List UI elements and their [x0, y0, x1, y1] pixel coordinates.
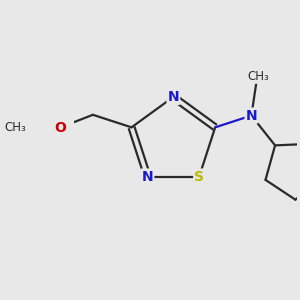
Text: CH₃: CH₃	[5, 121, 26, 134]
Text: O: O	[54, 121, 66, 135]
Text: N: N	[167, 90, 179, 104]
Text: N: N	[246, 109, 257, 123]
Text: CH₃: CH₃	[248, 70, 269, 83]
Text: N: N	[142, 169, 153, 184]
Text: S: S	[194, 169, 204, 184]
